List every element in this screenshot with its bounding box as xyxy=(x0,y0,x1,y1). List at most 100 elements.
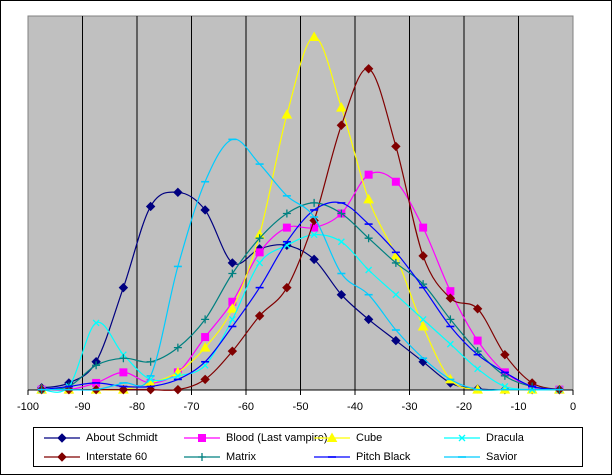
data-point xyxy=(200,374,210,385)
data-point xyxy=(336,120,347,130)
data-point xyxy=(173,343,182,352)
legend-item: Savior xyxy=(442,448,517,466)
data-point xyxy=(500,371,509,380)
legend-swatch xyxy=(184,453,220,461)
data-point xyxy=(419,223,428,232)
x-tick-label: -50 xyxy=(293,401,309,413)
legend-label: Pitch Black xyxy=(356,451,411,463)
data-point xyxy=(118,282,129,293)
series-interstate-60 xyxy=(36,64,565,395)
data-point xyxy=(309,254,319,265)
legend-swatch xyxy=(44,433,80,443)
legend-label: Dracula xyxy=(486,432,524,444)
x-tick-label: -10 xyxy=(511,401,527,413)
legend-swatch xyxy=(444,456,480,458)
data-point xyxy=(173,384,183,395)
data-point xyxy=(391,141,401,152)
data-point xyxy=(446,315,455,324)
data-point xyxy=(337,209,346,218)
legend-marker xyxy=(198,434,206,442)
data-point xyxy=(310,231,318,239)
x-tick-label: -30 xyxy=(402,401,418,413)
legend-item: Interstate 60 xyxy=(42,448,147,466)
x-tick-label: -70 xyxy=(184,401,200,413)
data-point xyxy=(472,304,483,314)
data-point xyxy=(255,234,264,243)
legend-swatch xyxy=(314,432,350,442)
series-line xyxy=(41,138,560,391)
legend-label: Matrix xyxy=(226,451,256,463)
data-point xyxy=(446,340,454,348)
data-point xyxy=(501,383,509,390)
data-point xyxy=(445,293,456,303)
data-point xyxy=(392,291,400,299)
data-point xyxy=(308,31,320,41)
data-point xyxy=(227,258,238,268)
legend-label: Interstate 60 xyxy=(86,451,148,463)
data-point xyxy=(146,357,155,366)
series-line xyxy=(41,36,560,391)
data-point xyxy=(336,102,347,112)
legend-item: Dracula xyxy=(442,429,524,447)
data-point xyxy=(364,170,373,179)
legend-swatch xyxy=(314,456,350,458)
data-point xyxy=(310,198,319,207)
x-tick-label: -80 xyxy=(129,401,145,413)
data-point xyxy=(254,311,265,321)
data-point xyxy=(283,241,291,249)
x-tick-label: -60 xyxy=(238,401,254,413)
data-point xyxy=(145,384,156,395)
legend-marker xyxy=(326,432,338,442)
legend-marker xyxy=(57,433,67,443)
data-point xyxy=(282,209,291,218)
data-point xyxy=(363,64,374,74)
data-point xyxy=(147,375,155,383)
data-point xyxy=(391,258,400,267)
data-point xyxy=(173,187,183,198)
legend-marker xyxy=(458,434,466,442)
data-point xyxy=(363,193,374,204)
data-point xyxy=(256,259,264,267)
data-point xyxy=(418,251,428,261)
x-tick-label: 0 xyxy=(570,401,576,413)
data-point xyxy=(337,238,345,246)
series-line xyxy=(41,68,560,391)
x-tick-label: -90 xyxy=(75,401,91,413)
legend-label: Savior xyxy=(486,451,518,463)
legend-swatch xyxy=(44,452,80,462)
legend-label: About Schmidt xyxy=(86,432,158,444)
data-point xyxy=(255,248,264,257)
legend-swatch xyxy=(444,434,480,442)
series-savior xyxy=(37,138,564,391)
data-point xyxy=(228,315,236,323)
legend-item: Blood (Last vampire) xyxy=(182,429,328,447)
data-point xyxy=(199,342,211,352)
data-point xyxy=(417,320,429,331)
legend-item: Pitch Black xyxy=(312,448,410,466)
legend-marker xyxy=(198,453,206,461)
data-point xyxy=(119,354,128,363)
data-point xyxy=(309,215,319,226)
legend-item: Matrix xyxy=(182,448,256,466)
data-point xyxy=(473,347,482,356)
data-point xyxy=(228,269,237,278)
data-point xyxy=(227,346,238,356)
x-tick-label: -40 xyxy=(347,401,363,413)
data-point xyxy=(365,266,373,274)
legend: About Schmidt Blood (Last vampire) Cube Dra… xyxy=(33,427,583,467)
legend-marker xyxy=(57,452,67,462)
data-point xyxy=(118,384,129,395)
data-point xyxy=(500,349,510,360)
data-point xyxy=(227,303,238,313)
data-point xyxy=(282,223,291,232)
data-point xyxy=(119,368,128,377)
data-point xyxy=(473,336,482,345)
data-point xyxy=(200,205,210,215)
data-point xyxy=(92,361,101,370)
data-point xyxy=(145,201,156,212)
data-point xyxy=(282,282,292,293)
legend-swatch xyxy=(184,434,220,442)
legend-item: Cube xyxy=(312,429,382,447)
